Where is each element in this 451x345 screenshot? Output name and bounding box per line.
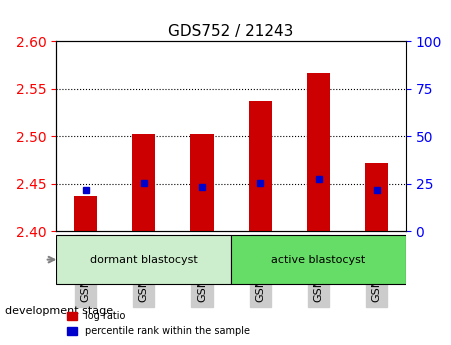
FancyBboxPatch shape [231, 235, 406, 284]
Bar [307, 73, 330, 231]
Text: dormant blastocyst: dormant blastocyst [90, 255, 198, 265]
Bar [365, 163, 388, 231]
FancyBboxPatch shape [56, 235, 231, 284]
Bar [74, 196, 97, 231]
Bar [132, 135, 156, 231]
Text: development stage: development stage [5, 306, 116, 315]
Legend: log ratio, percentile rank within the sample: log ratio, percentile rank within the sa… [64, 307, 254, 340]
Text: active blastocyst: active blastocyst [272, 255, 366, 265]
Title: GDS752 / 21243: GDS752 / 21243 [169, 24, 294, 39]
Bar [249, 101, 272, 231]
Bar [190, 135, 214, 231]
